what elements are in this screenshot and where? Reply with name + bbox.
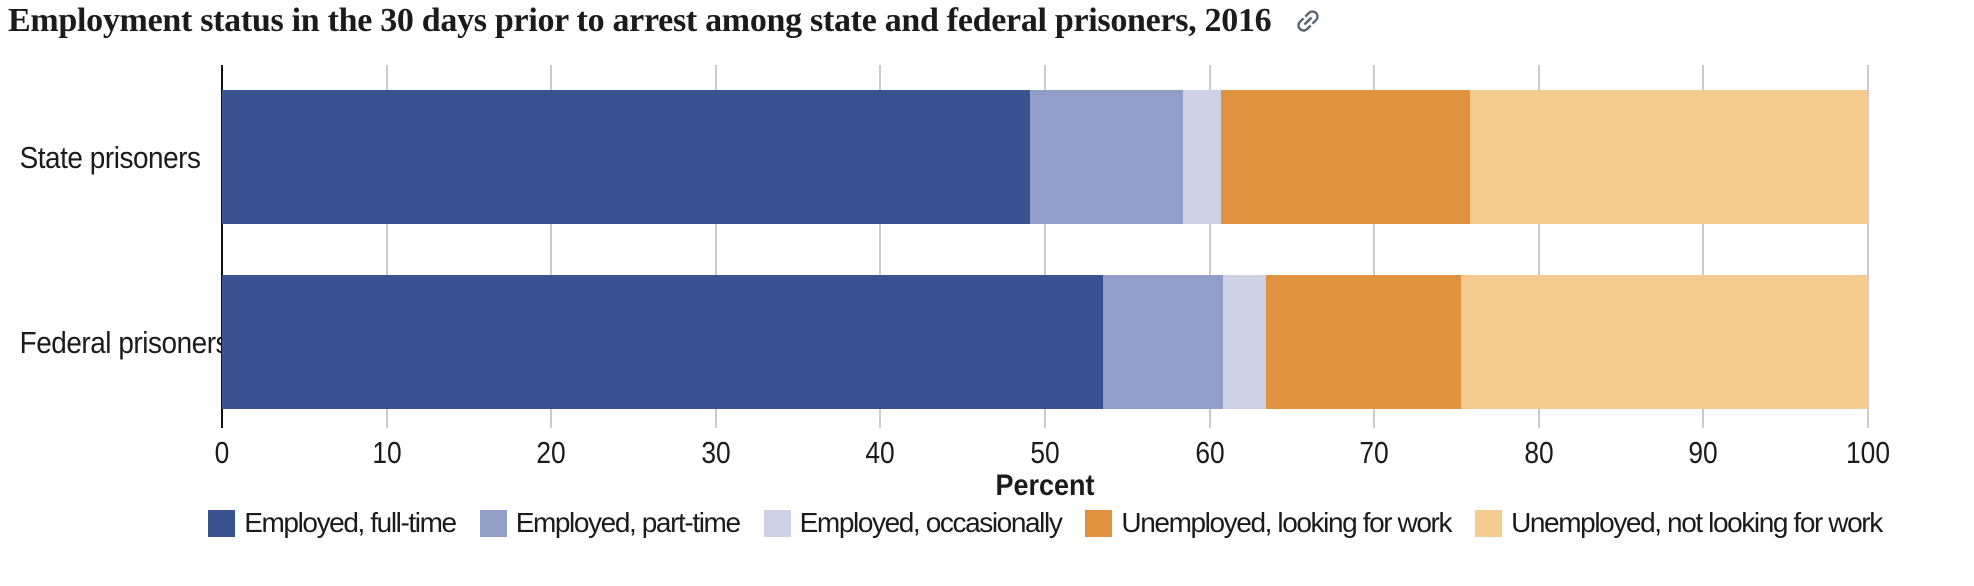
bar-federal-prisoners[interactable] [222,275,1868,409]
gridline-90 [1702,65,1705,428]
x-tick-label-50: 50 [1030,435,1060,470]
x-tick-label-30: 30 [701,435,731,470]
chart-header: Employment status in the 30 days prior t… [8,2,1323,40]
bar-segment-federal-prisoners-employed-occasionally[interactable] [1222,275,1266,409]
page-title: Employment status in the 30 days prior t… [8,2,1272,39]
legend-swatch-employed-occasionally [763,509,791,537]
x-tick-label-10: 10 [371,435,402,470]
bar-segment-federal-prisoners-employed-part-time[interactable] [1102,275,1223,409]
gridline-10 [385,65,388,428]
bar-segment-federal-prisoners-unemployed-looking-for-work[interactable] [1265,275,1462,409]
gridline-80 [1537,65,1540,428]
x-tick-label-80: 80 [1524,435,1554,470]
gridline-50 [1044,65,1046,428]
x-tick-label-20: 20 [536,435,566,470]
legend-swatch-unemployed-not-looking-for-work [1475,509,1503,537]
x-axis-title: Percent [995,469,1095,502]
legend-swatch-employed-part-time [479,509,507,537]
legend-label: Employed, part-time [515,507,741,538]
x-tick-label-0: 0 [214,435,230,470]
bar-segment-state-prisoners-employed-part-time[interactable] [1030,90,1184,224]
x-tick-label-90: 90 [1688,435,1719,470]
gridline-20 [550,65,553,428]
legend-label: Employed, full-time [244,507,457,538]
legend-label: Employed, occasionally [799,507,1063,538]
plot-area: 0 10 20 30 40 50 60 70 80 90 100 Percent Employed,… [208,65,1890,538]
legend-item-unemployed-not-looking-for-work: Unemployed, not looking for work [1475,507,1883,539]
legend-item-employed-part-time: Employed, part-time [479,507,741,539]
bar-segment-state-prisoners-unemployed-not-looking-for-work[interactable] [1469,90,1868,224]
legend-label: Unemployed, looking for work [1121,507,1452,538]
y-axis-line [221,65,223,428]
bar-state-prisoners[interactable] [222,90,1868,224]
x-tick-label-60: 60 [1194,435,1225,470]
x-tick-label-100: 100 [1846,435,1890,470]
legend-item-employed-full-time: Employed, full-time [208,507,457,539]
legend-label: Unemployed, not looking for work [1511,507,1883,538]
category-label-state: State prisoners [19,140,201,175]
legend-item-employed-occasionally: Employed, occasionally [763,507,1063,539]
legend-swatch-unemployed-looking-for-work [1085,509,1113,537]
gridline-30 [714,65,717,428]
bar-segment-state-prisoners-unemployed-looking-for-work[interactable] [1221,90,1470,224]
bar-segment-federal-prisoners-employed-full-time[interactable] [222,275,1103,409]
gridline-70 [1373,65,1376,428]
legend-item-unemployed-looking-for-work: Unemployed, looking for work [1085,507,1452,539]
bar-segment-state-prisoners-employed-full-time[interactable] [222,90,1031,224]
x-tick-label-70: 70 [1359,435,1389,470]
legend-swatch-employed-full-time [208,509,236,537]
bar-segment-federal-prisoners-unemployed-not-looking-for-work[interactable] [1461,275,1868,409]
gridline-60 [1208,65,1211,428]
gridline-100 [1867,65,1869,428]
category-label-federal: Federal prisoners [19,325,230,360]
gridline-40 [879,65,882,428]
legend: Employed, full-time Employed, part-time Em… [208,507,1883,539]
x-axis-tick-labels: 0 10 20 30 40 50 60 70 80 90 100 [215,435,1890,471]
bar-segment-state-prisoners-employed-occasionally[interactable] [1183,90,1222,224]
link-icon[interactable] [1293,6,1323,36]
x-tick-label-40: 40 [865,435,896,470]
